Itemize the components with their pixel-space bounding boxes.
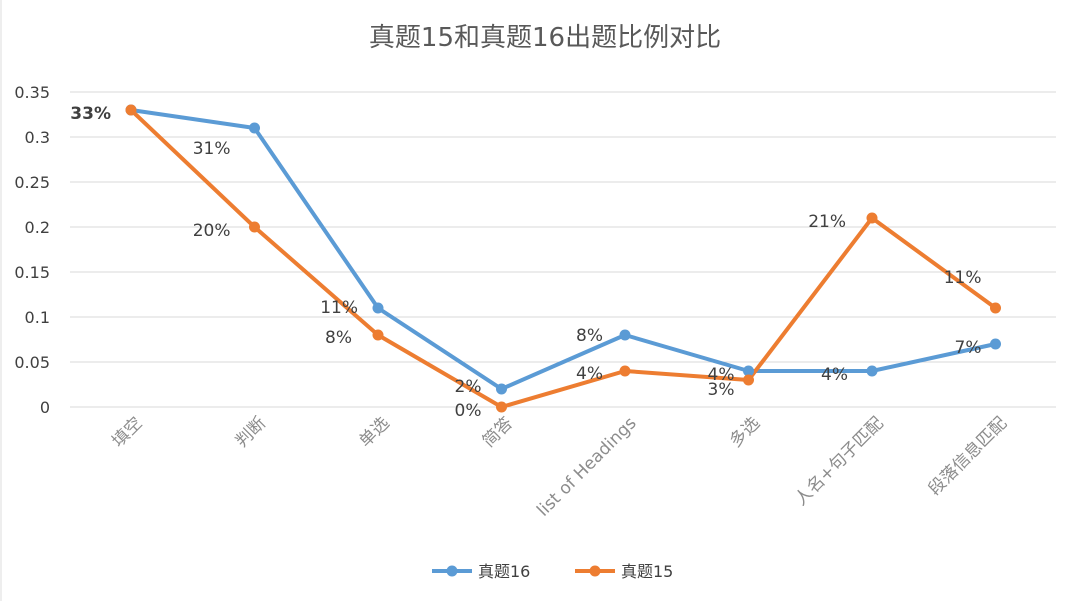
data-point <box>619 329 631 341</box>
legend-label: 真题15 <box>621 562 673 581</box>
data-point <box>372 302 384 314</box>
x-axis: 填空 判断 单选 简答 list of Headings 多选 人名+句子匹配 段落信息匹配 <box>108 413 1011 520</box>
data-label: 21% <box>808 212 846 232</box>
data-point <box>496 401 507 413</box>
data-point <box>866 212 878 224</box>
data-label: 31% <box>193 139 231 159</box>
data-label: 4% <box>576 364 603 384</box>
x-tick-label: 简答 <box>479 413 517 451</box>
data-label: 11% <box>944 268 982 288</box>
x-tick-label: 填空 <box>108 413 146 451</box>
data-point <box>990 302 1001 314</box>
data-label: 8% <box>325 328 352 348</box>
series-line-0 <box>129 108 998 391</box>
series-line-1 <box>129 108 998 409</box>
data-point <box>619 365 631 377</box>
data-point <box>249 122 260 134</box>
data-label: 2% <box>455 377 482 397</box>
legend-label: 真题16 <box>478 562 530 581</box>
data-point <box>249 221 260 233</box>
series-group <box>125 104 1001 413</box>
x-tick-label: 段落信息匹配 <box>925 413 1011 499</box>
data-point <box>496 383 507 395</box>
y-tick-label: 0.05 <box>14 353 50 372</box>
data-point <box>372 329 384 341</box>
x-tick-label: list of Headings <box>533 413 640 520</box>
y-axis: 0 0.05 0.1 0.15 0.2 0.25 0.3 0.35 <box>14 83 50 417</box>
legend-marker <box>446 565 458 577</box>
y-tick-label: 0.2 <box>25 218 50 237</box>
data-point <box>125 104 137 116</box>
y-tick-label: 0.3 <box>25 128 50 147</box>
y-tick-label: 0.35 <box>14 83 50 102</box>
data-label: 33% <box>70 104 111 124</box>
y-tick-label: 0 <box>40 398 50 417</box>
gridlines <box>70 91 1056 408</box>
data-labels: 33%31%11%2%8%4% 4%7%20%8%0%4%3%21%11% <box>70 104 981 421</box>
legend-marker <box>589 565 601 577</box>
y-tick-label: 0.25 <box>14 173 50 192</box>
x-tick-label: 多选 <box>726 413 764 451</box>
data-point <box>866 365 878 377</box>
y-tick-label: 0.1 <box>25 308 50 327</box>
data-point <box>990 338 1001 350</box>
x-tick-label: 单选 <box>355 413 393 451</box>
data-point <box>743 374 754 386</box>
data-label: 0% <box>455 401 482 421</box>
data-label: 4% <box>821 365 848 385</box>
data-label: 4% <box>708 365 735 385</box>
x-tick-label: 判断 <box>232 413 270 451</box>
data-point <box>743 365 754 377</box>
data-label: 11% <box>320 298 358 318</box>
legend: 真题16 真题15 <box>432 562 673 581</box>
y-tick-label: 0.15 <box>14 263 50 282</box>
data-label: 3% <box>708 380 735 400</box>
data-label: 20% <box>193 221 231 241</box>
data-label: 8% <box>576 326 603 346</box>
chart-title: 真题15和真题16出题比例对比 <box>369 23 721 53</box>
x-tick-label: 人名+句子匹配 <box>791 413 887 509</box>
data-label: 7% <box>955 338 982 358</box>
